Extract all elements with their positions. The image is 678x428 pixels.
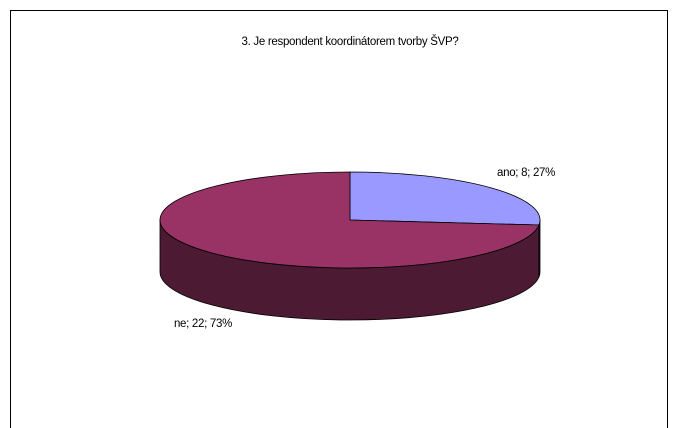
chart-title: 3. Je respondent koordinátorem tvorby ŠV…	[242, 35, 459, 48]
data-label: ne; 22; 73%	[174, 318, 232, 330]
pie-slice	[349, 171, 541, 226]
pie-slice	[159, 171, 540, 269]
chart-frame	[10, 10, 668, 428]
data-label: ano; 8; 27%	[497, 167, 555, 179]
pie	[159, 171, 541, 321]
